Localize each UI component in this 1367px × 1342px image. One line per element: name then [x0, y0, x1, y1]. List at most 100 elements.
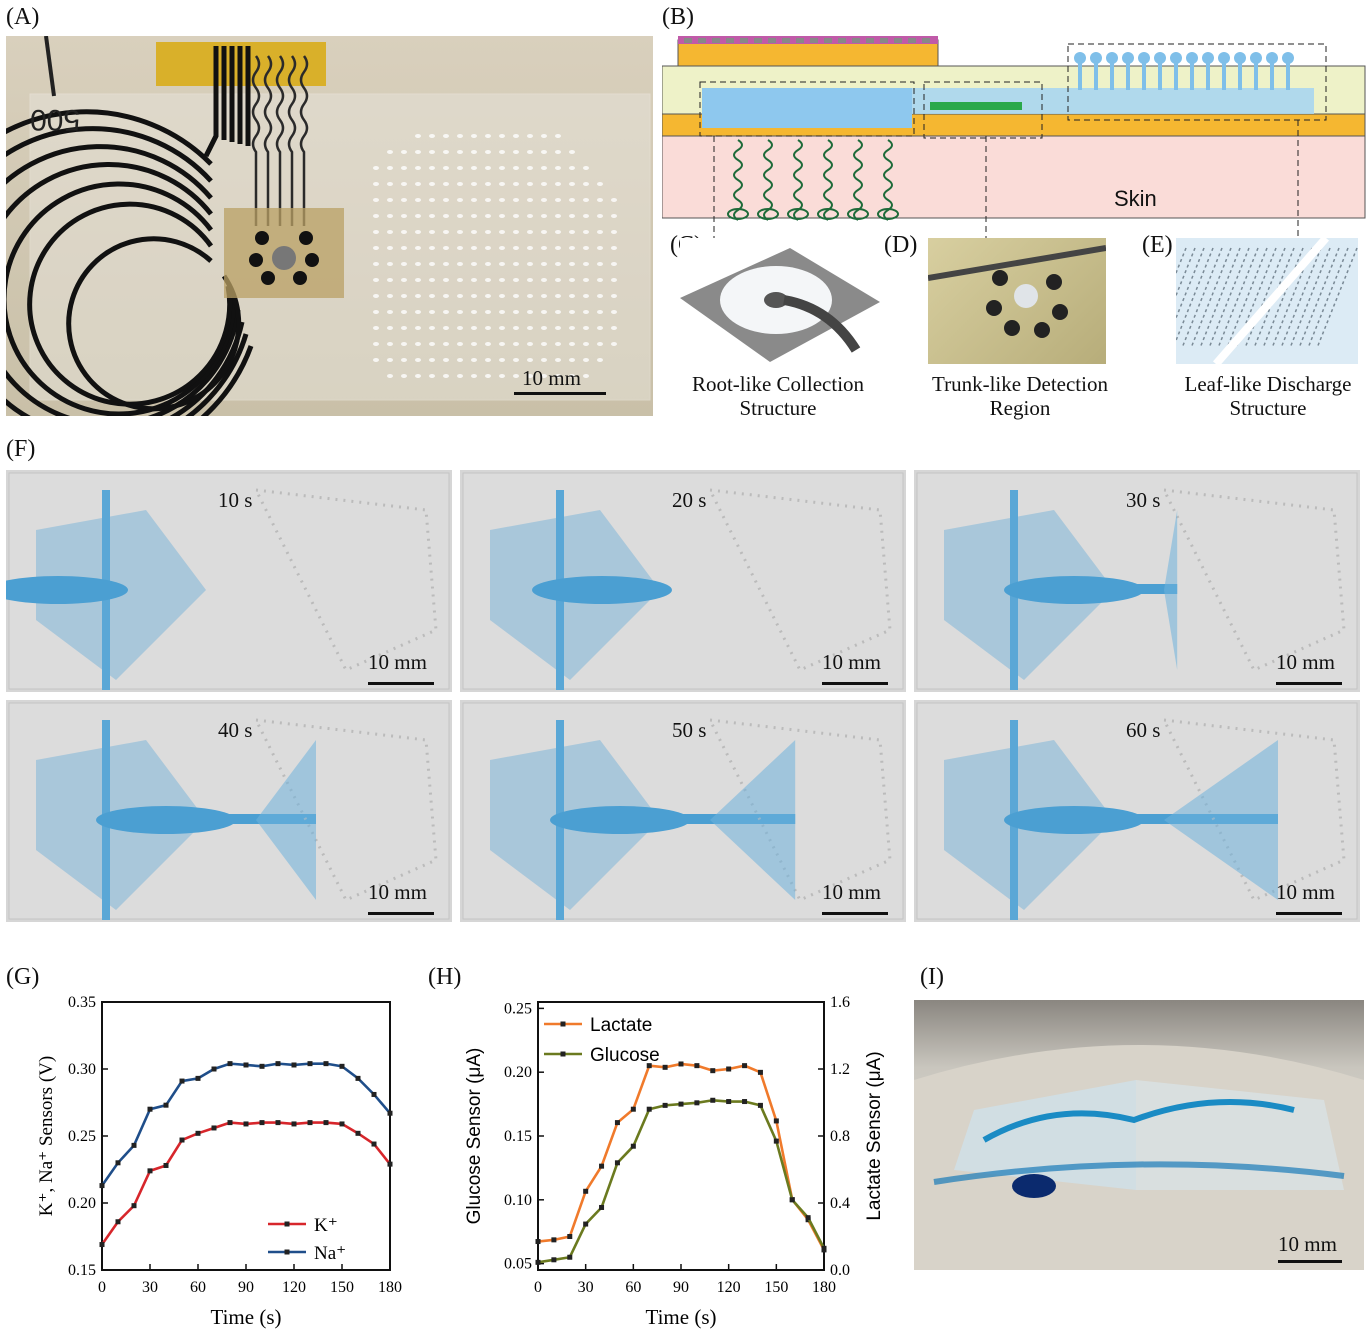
x-axis-label: Time (s): [646, 1305, 717, 1329]
data-point: [678, 1061, 684, 1067]
data-point: [99, 1242, 105, 1248]
data-point: [805, 1215, 811, 1221]
data-point: [355, 1075, 361, 1081]
data-point: [583, 1221, 589, 1227]
data-point: [551, 1257, 557, 1263]
data-point: [307, 1061, 313, 1067]
data-point: [773, 1138, 779, 1144]
chart-g: 0 30 60 90 120 150 180 0.15 0.20 0.25 0.30 0.35 Time…: [36, 994, 402, 1329]
data-point: [195, 1075, 201, 1081]
y-axis-label: Glucose Sensor (μA): [464, 1048, 485, 1225]
panel-i-photo: [914, 1000, 1364, 1270]
y-tick-label: 0.25: [68, 1128, 96, 1145]
data-point: [662, 1064, 668, 1070]
data-point: [243, 1062, 249, 1068]
data-point: [99, 1183, 105, 1189]
data-point: [614, 1160, 620, 1166]
legend-marker: [560, 1021, 566, 1027]
data-point: [387, 1161, 393, 1167]
data-point: [567, 1234, 573, 1239]
legend-marker: [284, 1249, 290, 1255]
frame-scale-label: 10 mm: [368, 880, 427, 904]
data-point: [259, 1063, 265, 1069]
data-point: [211, 1125, 217, 1131]
data-point: [227, 1061, 233, 1067]
legend-marker: [560, 1051, 566, 1057]
data-point: [630, 1106, 636, 1112]
data-point: [195, 1130, 201, 1136]
legend-label: K⁺: [314, 1215, 338, 1236]
device-photo-graphic: [6, 36, 651, 416]
scale-label-a: 10 mm: [522, 366, 581, 390]
legend-label: Lactate: [590, 1015, 652, 1036]
x-tick-label: 180: [378, 1279, 402, 1296]
panel-label-i: (I): [920, 964, 944, 990]
data-point: [115, 1219, 121, 1225]
y-right-axis-label: Lactate Sensor (μA): [864, 1051, 885, 1220]
data-point: [275, 1061, 281, 1067]
data-point: [147, 1168, 153, 1174]
x-tick-label: 60: [190, 1279, 206, 1296]
data-point: [147, 1106, 153, 1112]
data-point: [742, 1099, 748, 1105]
data-point: [583, 1188, 589, 1194]
y-tick-label: 0.20: [68, 1195, 96, 1212]
data-point: [726, 1099, 732, 1105]
data-point: [131, 1142, 137, 1148]
x-tick-label: 180: [812, 1279, 836, 1296]
y-right-tick-label: 0.8: [830, 1128, 850, 1145]
x-tick-label: 120: [717, 1279, 741, 1296]
panel-a-photo: 500: [6, 36, 653, 416]
frame-scale-bar: [1276, 912, 1342, 915]
data-point: [726, 1066, 732, 1072]
data-point: [323, 1120, 329, 1126]
frame-scale-label: 10 mm: [822, 650, 881, 674]
flow-frame: [914, 700, 1360, 922]
y-tick-label: 0.15: [504, 1128, 532, 1145]
frame-scale-bar: [368, 682, 434, 685]
x-tick-label: 30: [578, 1279, 594, 1296]
panel-label-b: (B): [662, 4, 694, 30]
data-point: [163, 1162, 169, 1168]
frame-scale-bar: [368, 912, 434, 915]
y-tick-label: 0.15: [68, 1262, 96, 1279]
data-point: [131, 1203, 137, 1209]
flow-frame: [460, 700, 906, 922]
frame-scale-label: 10 mm: [1276, 650, 1335, 674]
data-point: [614, 1120, 620, 1126]
flow-frame: [6, 470, 452, 692]
x-tick-label: 30: [142, 1279, 158, 1296]
data-point: [742, 1063, 748, 1069]
y-tick-label: 0.20: [504, 1064, 532, 1081]
frame-scale-bar: [1276, 682, 1342, 685]
panel-label-a: (A): [6, 4, 40, 30]
x-axis-label: Time (s): [211, 1305, 282, 1329]
data-point: [339, 1121, 345, 1127]
frame-time-label: 20 s: [672, 488, 707, 512]
data-point: [599, 1204, 605, 1210]
y-tick-label: 0.25: [504, 1000, 532, 1017]
data-point: [630, 1143, 636, 1149]
x-tick-label: 60: [625, 1279, 641, 1296]
frame-scale-bar: [822, 682, 888, 685]
data-point: [371, 1141, 377, 1147]
data-point: [551, 1237, 557, 1243]
data-point: [339, 1063, 345, 1069]
caption-d-line2: Region: [989, 396, 1051, 420]
data-point: [535, 1239, 541, 1245]
cross-section-schematic: [662, 36, 1366, 245]
caption-e: Leaf-like Discharge Structure: [1160, 372, 1367, 420]
panel-label-g: (G): [6, 964, 40, 990]
y-right-tick-label: 0.0: [830, 1262, 850, 1279]
frame-time-label: 10 s: [218, 488, 253, 512]
panel-label-d: (D): [884, 232, 918, 258]
flow-frame: [6, 700, 452, 922]
data-point: [710, 1097, 716, 1103]
data-point: [567, 1254, 573, 1260]
device-marking: 500: [30, 103, 81, 136]
flow-frame: [460, 470, 906, 692]
data-point: [243, 1121, 249, 1127]
data-point: [678, 1101, 684, 1107]
data-point: [355, 1130, 361, 1136]
y-right-tick-label: 1.2: [830, 1061, 850, 1078]
